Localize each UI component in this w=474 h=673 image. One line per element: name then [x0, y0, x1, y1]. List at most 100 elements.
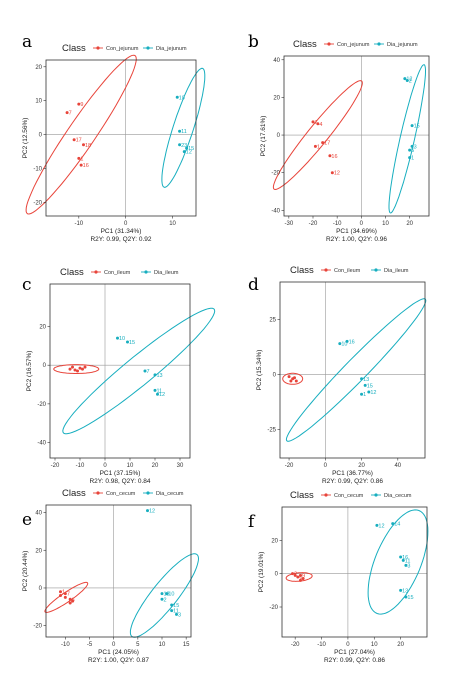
legend-item-con: Con_jejunum: [337, 42, 370, 48]
point-con: [83, 365, 87, 369]
legend-marker-dia: [146, 46, 150, 50]
point-label-con: 1: [62, 590, 65, 596]
y-axis-title: PC2 (15.34%): [256, 350, 263, 391]
point-label-dia: 16: [402, 555, 408, 561]
point-dia: [185, 146, 189, 150]
y-tick-label: 40: [273, 58, 280, 64]
point-label-dia: 11: [157, 388, 163, 394]
y-tick-label: 25: [269, 317, 276, 323]
y-tick-label: 0: [273, 372, 277, 378]
legend-item-dia: Dia_ileum: [384, 268, 409, 274]
point-label-con: 4: [319, 122, 322, 128]
point-label-con: 9: [80, 102, 83, 108]
point-dia: [405, 78, 409, 82]
point-dia: [156, 392, 159, 396]
point-dia: [175, 612, 178, 616]
y-tick-label: -40: [271, 208, 280, 214]
ellipse-dia: [367, 509, 429, 615]
point-con: [291, 572, 295, 576]
legend-title: Class: [62, 488, 86, 499]
model-stats: R2Y: 1.00, Q2Y: 0.87: [88, 657, 149, 664]
point-label-dia: 15: [129, 340, 135, 346]
x-tick-label: 0: [112, 642, 116, 648]
point-label-con: 16: [331, 154, 337, 160]
point-dia: [410, 144, 414, 148]
point-con: [293, 376, 296, 380]
x-tick-label: 5: [136, 642, 140, 648]
legend-title: Class: [290, 490, 314, 501]
x-tick-label: -10: [61, 642, 70, 648]
panel-f: fClassCon_cecumDia_cecum2691214161131315…: [248, 490, 429, 664]
point-label-con: 6: [299, 575, 302, 581]
legend-marker-dia: [146, 491, 150, 495]
x-axis-title: PC1 (34.69%): [336, 228, 377, 235]
point-con: [68, 367, 72, 371]
x-tick-label: -10: [74, 221, 83, 227]
legend-marker-con: [94, 270, 98, 274]
plot-frame: [45, 504, 192, 638]
x-tick-label: 0: [103, 463, 107, 469]
point-label-dia: 13: [402, 588, 408, 594]
x-tick-label: -20: [291, 642, 300, 648]
x-tick-label: 0: [124, 221, 128, 227]
x-axis-title: PC1 (36.77%): [332, 470, 373, 477]
point-label-dia: 3: [407, 563, 410, 569]
legend-item-con: Con_ileum: [104, 270, 131, 276]
y-tick-label: 20: [273, 95, 280, 101]
panel-letter: d: [248, 275, 259, 295]
legend-marker-con: [327, 42, 331, 46]
point-con: [63, 592, 67, 596]
y-axis-title: PC2 (12.56%): [22, 118, 29, 159]
legend-marker-dia: [144, 270, 148, 274]
legend: Class Con_cecum Dia_cecum: [290, 490, 412, 501]
point-dia: [160, 597, 164, 601]
model-stats: R2Y: 1.00, Q2Y: 0.96: [326, 236, 387, 243]
x-tick-label: 10: [371, 642, 378, 648]
legend-item-con: Con_ileum: [334, 268, 361, 274]
ellipse-con: [272, 80, 363, 191]
point-label-dia: 1: [411, 156, 414, 162]
x-tick-label: 20: [152, 463, 159, 469]
point-dia: [116, 336, 119, 340]
point-label-dia: 2: [409, 78, 412, 84]
plot-frame: [281, 506, 428, 638]
y-axis-title: PC2 (20.44%): [22, 551, 29, 592]
y-tick-label: -20: [269, 605, 278, 611]
ellipse-con: [25, 54, 137, 215]
point-label-dia: 15: [407, 595, 413, 601]
legend-marker-dia: [374, 268, 378, 272]
point-dia: [399, 588, 403, 592]
model-stats: R2Y: 0.99, Q2Y: 0.92: [90, 236, 151, 243]
legend-title: Class: [293, 39, 317, 50]
y-tick-label: 10: [35, 99, 42, 105]
point-label-con: 1: [317, 144, 320, 150]
legend-title: Class: [60, 267, 84, 278]
panel-letter: b: [248, 32, 259, 52]
point-dia: [170, 609, 174, 613]
x-axis-title: PC1 (24.05%): [98, 649, 139, 656]
legend-marker-con: [324, 268, 328, 272]
x-tick-label: -10: [333, 221, 342, 227]
point-label-con: 17: [324, 141, 330, 147]
point-con: [311, 120, 315, 124]
y-tick-label: -20: [271, 171, 280, 177]
point-con: [82, 143, 85, 147]
y-tick-label: 20: [271, 538, 278, 544]
point-dia: [143, 369, 147, 373]
legend-item-dia: Dia_ileum: [154, 270, 179, 276]
x-tick-label: 40: [394, 463, 401, 469]
y-tick-label: -10: [33, 167, 42, 173]
y-tick-label: 0: [39, 586, 43, 592]
x-tick-label: 10: [169, 221, 176, 227]
x-tick-label: 15: [183, 642, 190, 648]
point-label-dia: 3: [414, 144, 417, 150]
point-label-dia: 13: [157, 373, 163, 379]
model-stats: R2Y: 0.99, Q2Y: 0.86: [324, 657, 385, 664]
point-dia: [345, 339, 349, 343]
point-con: [68, 601, 72, 605]
point-label-dia: 5: [411, 148, 414, 154]
ellipse-dia: [285, 298, 427, 442]
y-tick-label: 20: [39, 325, 46, 331]
point-dia: [178, 129, 182, 133]
point-con: [73, 368, 77, 372]
